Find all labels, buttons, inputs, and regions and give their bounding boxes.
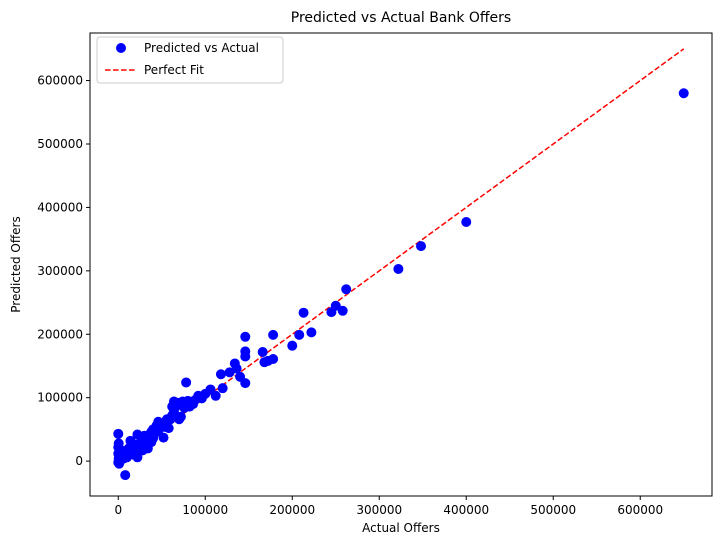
data-point: [217, 383, 228, 394]
y-tick-label: 400000: [37, 200, 83, 214]
legend-box: [96, 36, 284, 84]
data-points-layer: [113, 88, 689, 481]
data-point: [235, 371, 246, 382]
plot-area: [90, 33, 712, 496]
x-tick-label: 300000: [356, 503, 402, 517]
data-point: [257, 347, 268, 358]
data-point: [294, 329, 305, 340]
data-point: [167, 401, 178, 412]
data-point: [678, 88, 689, 99]
data-point: [341, 284, 352, 295]
y-tick-label: 500000: [37, 137, 83, 151]
y-tick-label: 600000: [37, 74, 83, 88]
data-point: [125, 435, 136, 446]
data-point: [268, 329, 279, 340]
legend-label-fit: Perfect Fit: [144, 63, 204, 77]
x-tick-label: 100000: [182, 503, 228, 517]
x-tick-label: 0: [114, 503, 122, 517]
legend-label-scatter: Predicted vs Actual: [144, 41, 259, 55]
data-point: [113, 428, 124, 439]
y-tick-label: 100000: [37, 391, 83, 405]
data-point: [240, 351, 251, 362]
legend: Predicted vs Actual Perfect Fit: [96, 36, 284, 84]
x-tick-label: 600000: [617, 503, 663, 517]
y-axis-ticks: 0 100000 200000 300000 400000 500000 600000: [37, 74, 90, 468]
legend-marker-scatter: [116, 43, 126, 53]
x-axis-ticks: 0 100000 200000 300000 400000 500000 600000: [114, 496, 663, 517]
data-point: [132, 429, 143, 440]
data-point: [181, 377, 192, 388]
data-point: [416, 241, 427, 252]
data-point: [113, 438, 124, 449]
data-point: [337, 305, 348, 316]
x-tick-label: 500000: [530, 503, 576, 517]
y-tick-label: 300000: [37, 264, 83, 278]
data-point: [461, 217, 472, 228]
data-point: [120, 470, 131, 481]
data-point: [306, 327, 317, 338]
y-tick-label: 0: [75, 454, 83, 468]
x-tick-label: 200000: [269, 503, 315, 517]
y-axis-label: Predicted Offers: [9, 216, 23, 312]
axes: 0 100000 200000 300000 400000 500000 600000 0 1…: [37, 74, 663, 517]
data-point: [298, 307, 309, 318]
x-axis-label: Actual Offers: [362, 521, 440, 535]
data-point: [259, 357, 270, 368]
chart-title: Predicted vs Actual Bank Offers: [291, 10, 511, 26]
x-tick-label: 400000: [443, 503, 489, 517]
data-point: [215, 369, 226, 380]
y-tick-label: 200000: [37, 327, 83, 341]
data-point: [287, 340, 298, 351]
data-point: [113, 448, 124, 459]
data-point: [229, 358, 240, 369]
data-point: [113, 457, 124, 468]
data-point: [326, 307, 337, 318]
data-point: [393, 263, 404, 274]
data-point: [240, 331, 251, 342]
plot-frame: [89, 32, 713, 497]
data-point: [158, 432, 169, 443]
data-point: [224, 367, 235, 378]
